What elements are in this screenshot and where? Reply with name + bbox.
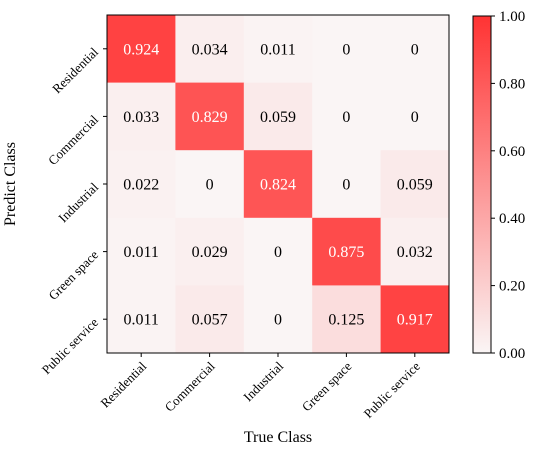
cell-value-label: 0: [342, 41, 350, 58]
heatmap-cell: [175, 217, 245, 286]
heatmap-cell: [175, 82, 245, 151]
y-tick-label: Public service: [39, 315, 102, 378]
heatmap-cell: [175, 150, 245, 219]
cell-value-label: 0.034: [192, 41, 228, 58]
x-tick-label: Green space: [299, 358, 355, 414]
cell-value-label: 0.029: [192, 244, 228, 261]
heatmap-cell: [243, 82, 313, 151]
cell-value-label: 0.125: [328, 312, 364, 329]
cell-value-label: 0: [411, 109, 419, 126]
cell-value-label: 0: [342, 109, 350, 126]
colorbar-tick-label: 1.00: [499, 9, 525, 25]
x-axis-label: True Class: [244, 429, 312, 446]
x-tick-label: Public service: [360, 358, 423, 421]
colorbar-tick-label: 0.80: [499, 76, 525, 92]
colorbar-tick-label: 0.40: [499, 211, 525, 227]
heatmap-cells: 0.924 0.034 0.011 0 0 0.033 0.829 0.059 0 0 0.022 0…: [107, 15, 450, 354]
heatmap-cell: [380, 217, 450, 286]
heatmap-cell: [107, 82, 176, 151]
heatmap-cell: [107, 217, 176, 286]
heatmap-cell: [380, 82, 450, 151]
cell-value-label: 0: [274, 312, 282, 329]
heatmap-cell: [175, 285, 245, 354]
x-tick-label: Commercial: [162, 358, 218, 414]
y-tick-label: Commercial: [45, 112, 101, 168]
cell-value-label: 0.059: [260, 109, 296, 126]
x-axis-ticks: Residential Commercial Industrial Green spa…: [97, 353, 423, 421]
y-tick-label: Industrial: [55, 179, 101, 225]
heatmap-cell: [243, 285, 313, 354]
colorbar: [472, 15, 492, 354]
heatmap-cell: [175, 15, 245, 84]
colorbar-ticks: 0.00 0.20 0.40 0.60 0.80 1.00: [491, 9, 525, 362]
heatmap-cell: [380, 15, 450, 84]
heatmap-cell: [312, 150, 382, 219]
heatmap-cell: [312, 82, 382, 151]
cell-value-label: 0.033: [123, 109, 159, 126]
y-tick-label: Residential: [49, 44, 101, 96]
cell-value-label: 0.011: [123, 244, 158, 261]
heatmap-cell: [380, 285, 450, 354]
cell-value-label: 0.829: [192, 109, 228, 126]
cell-value-label: 0.924: [123, 41, 159, 58]
heatmap-cell: [107, 285, 176, 354]
cell-value-label: 0.059: [397, 177, 433, 194]
heatmap-cell: [312, 15, 382, 84]
colorbar-tick-label: 0.20: [499, 279, 525, 295]
cell-value-label: 0: [411, 41, 419, 58]
heatmap-cell: [312, 217, 382, 286]
heatmap-cell: [243, 217, 313, 286]
x-tick-label: Residential: [97, 358, 149, 410]
cell-value-label: 0.032: [397, 244, 433, 261]
cell-value-label: 0.824: [260, 177, 296, 194]
heatmap-cell: [243, 150, 313, 219]
y-axis-ticks: Residential Commercial Industrial Green spa…: [39, 44, 107, 377]
heatmap-cell: [380, 150, 450, 219]
x-tick-label: Industrial: [240, 358, 286, 404]
y-tick-label: Green space: [45, 247, 101, 303]
y-axis-label: Predict Class: [2, 142, 19, 226]
cell-value-label: 0.057: [192, 312, 228, 329]
heatmap-cell: [107, 150, 176, 219]
cell-value-label: 0.011: [123, 312, 158, 329]
cell-value-label: 0: [274, 244, 282, 261]
heatmap-cell: [312, 285, 382, 354]
colorbar-tick-label: 0.00: [499, 346, 525, 362]
cell-value-label: 0.917: [397, 312, 433, 329]
cell-value-label: 0.022: [123, 177, 159, 194]
heatmap-cell: [107, 15, 176, 84]
cell-value-label: 0.011: [260, 41, 295, 58]
cell-value-label: 0.875: [328, 244, 364, 261]
heatmap-cell: [243, 15, 313, 84]
cell-value-label: 0: [206, 177, 214, 194]
colorbar-tick-label: 0.60: [499, 144, 525, 160]
cell-value-label: 0: [342, 177, 350, 194]
